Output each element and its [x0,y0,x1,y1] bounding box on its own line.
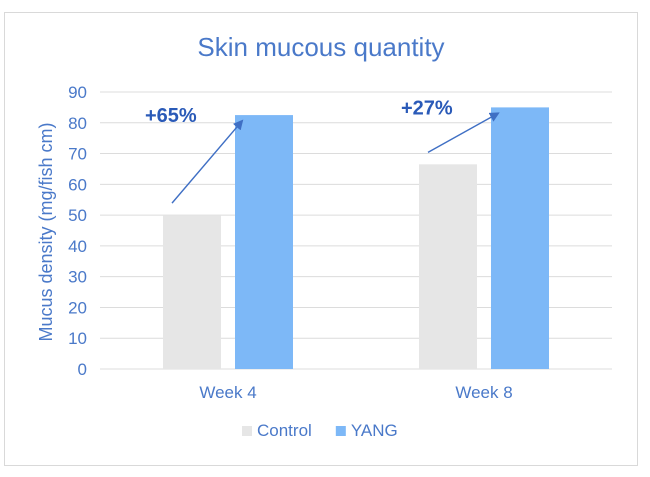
y-tick-label: 30 [68,268,87,287]
y-tick-label: 90 [68,83,87,102]
y-tick-label: 40 [68,237,87,256]
legend-label-control: Control [257,421,312,440]
growth-label: +65% [145,105,197,127]
y-tick-label: 0 [78,360,87,379]
legend: Control YANG [242,421,398,440]
y-tick-label: 50 [68,206,87,225]
y-tick-labels: 0 10 20 30 40 50 60 70 80 90 [68,83,87,379]
bar-control-week-4 [163,215,221,369]
y-tick-label: 10 [68,329,87,348]
bars [163,107,549,369]
y-tick-label: 70 [68,145,87,164]
y-tick-label: 80 [68,114,87,133]
bar-yang-week-4 [235,115,293,369]
legend-swatch-yang [335,426,346,436]
y-tick-label: 60 [68,175,87,194]
growth-arrow [427,112,500,153]
y-axis-label: Mucus density (mg/fish cm) [36,122,56,341]
x-tick-labels: Week 4 Week 8 [199,383,512,402]
annotations: +65% +27% [145,97,500,204]
x-tick-label: Week 4 [199,383,256,402]
bar-yang-week-8 [491,107,549,369]
legend-swatch-control [242,426,252,436]
x-tick-label: Week 8 [455,383,512,402]
bar-control-week-8 [419,164,477,369]
growth-arrow [171,119,244,204]
legend-label-yang: YANG [351,421,398,440]
growth-label: +27% [401,97,453,119]
y-tick-label: 20 [68,298,87,317]
chart-title: Skin mucous quantity [197,32,444,62]
